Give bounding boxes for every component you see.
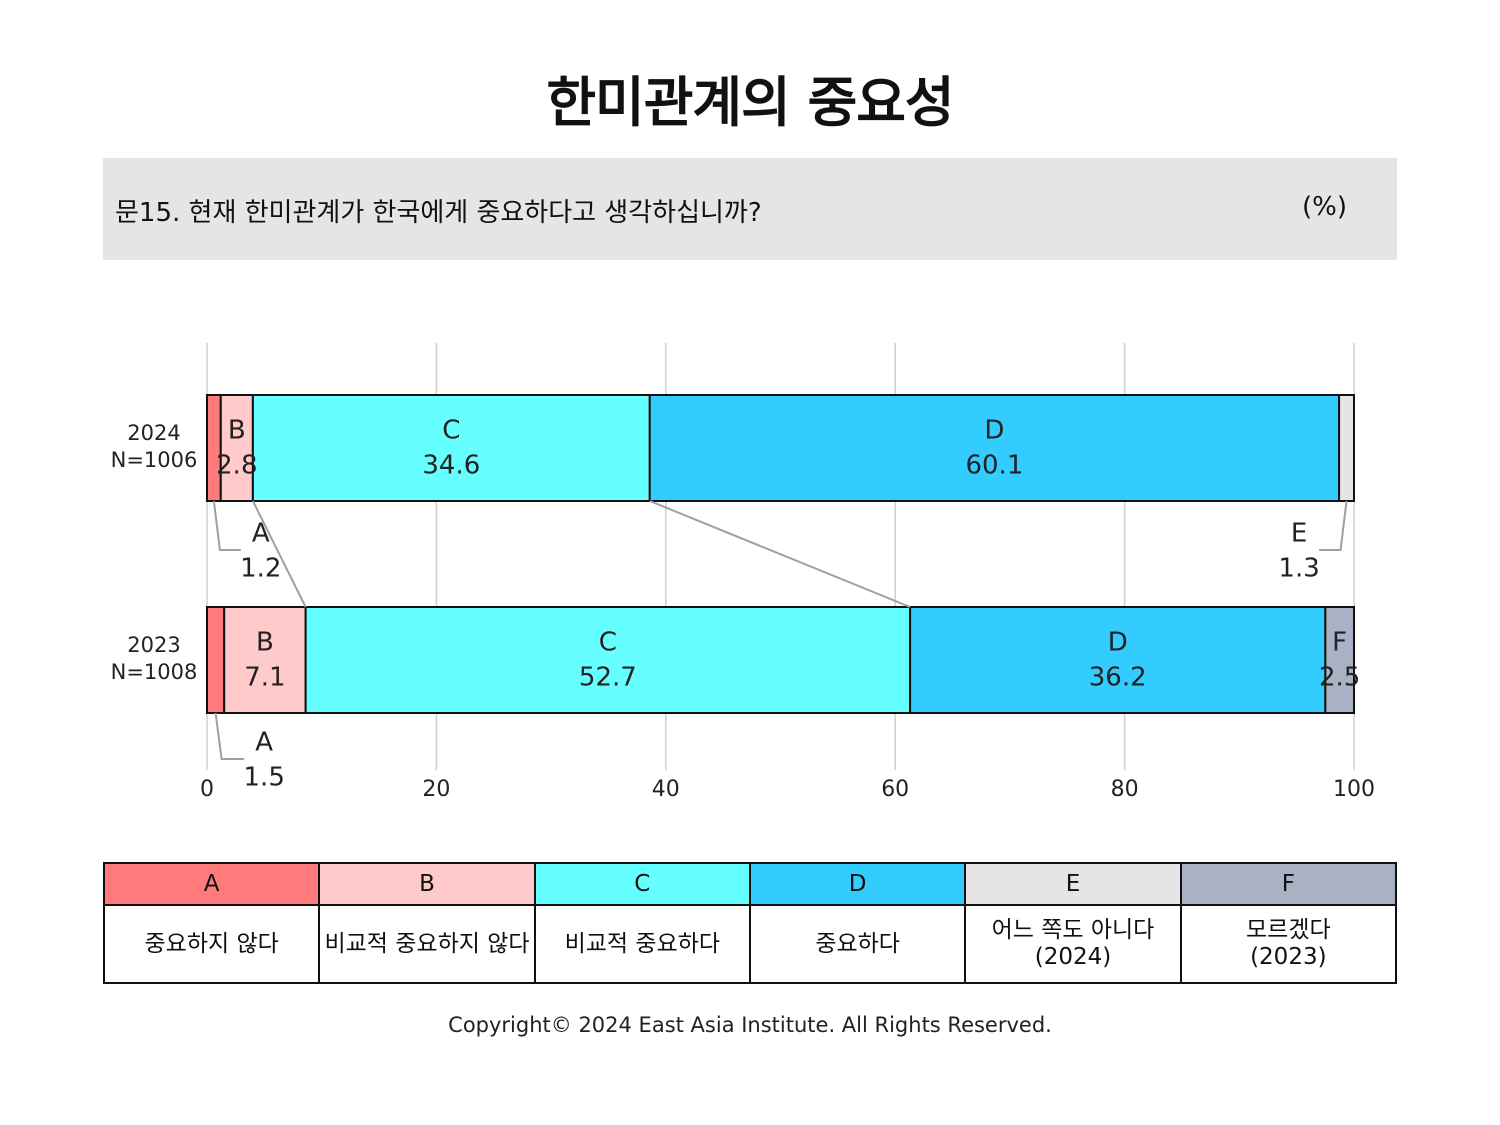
x-tick-label: 100 [1333, 777, 1375, 802]
bar-segment-A [206, 394, 222, 502]
segment-key-label: C [442, 416, 460, 446]
x-tick-label: 60 [881, 777, 909, 802]
connector-line [649, 500, 911, 608]
question-box: 문15. 현재 한미관계가 한국에게 중요하다고 생각하십니까? (%) [103, 158, 1397, 260]
segment-key-label: A [255, 728, 273, 758]
legend-key-A: A [102, 862, 321, 906]
bar-segment-A [206, 606, 226, 714]
legend-key-F: F [1179, 862, 1398, 906]
segment-key-label: F [1332, 628, 1347, 658]
x-tick-label: 80 [1111, 777, 1139, 802]
x-tick-label: 40 [652, 777, 680, 802]
bar-segment-B [223, 606, 307, 714]
bar-segment-D [909, 606, 1327, 714]
data-label: 1.3 [1278, 554, 1319, 584]
segment-key-label: D [1108, 628, 1128, 658]
legend-label-row: 중요하지 않다 비교적 중요하지 않다 비교적 중요하다 중요하다 어느 쪽도 아니다 … [102, 904, 1398, 984]
connector-line [251, 500, 307, 608]
legend-label-B: 비교적 중요하지 않다 [318, 904, 536, 984]
bar-segment-C [251, 394, 651, 502]
x-tick-label: 20 [422, 777, 450, 802]
label-leader-line [212, 500, 241, 551]
label-leader-line [1319, 500, 1348, 551]
row-label-n: N=1008 [111, 660, 198, 684]
legend-label-E: 어느 쪽도 아니다 (2024) [964, 904, 1182, 984]
data-label: 2.8 [216, 451, 257, 481]
row-label-n: N=1006 [111, 448, 198, 472]
data-label: 60.1 [965, 451, 1023, 481]
unit-label: (%) [1302, 192, 1347, 222]
data-label: 1.5 [244, 763, 285, 793]
stacked-bar-chart: 0 20 40 60 80 100 2024 N=1006 2023 N=1008 A 1.2 B 2.8… [111, 343, 1375, 802]
data-label: 34.6 [422, 451, 480, 481]
legend-key-D: D [748, 862, 967, 906]
bar-segment-D [648, 394, 1341, 502]
data-label: 7.1 [244, 663, 285, 693]
label-leader-line [214, 712, 245, 760]
segment-key-label: B [228, 416, 246, 446]
copyright: Copyright© 2024 East Asia Institute. All… [448, 1013, 1052, 1037]
segment-key-label: B [256, 628, 274, 658]
question-text: 문15. 현재 한미관계가 한국에게 중요하다고 생각하십니까? [115, 198, 762, 228]
legend-key-E: E [964, 862, 1182, 906]
row-label-year: 2024 [127, 421, 180, 445]
bar-segment-B [219, 394, 254, 502]
legend-key-C: C [533, 862, 751, 906]
row-label-year: 2023 [127, 633, 180, 657]
data-label: 36.2 [1089, 663, 1147, 693]
bar-segment-C [304, 606, 912, 714]
segment-key-label: E [1291, 519, 1307, 549]
legend-label-C: 비교적 중요하다 [533, 904, 751, 984]
legend-key-B: B [318, 862, 536, 906]
chart-title: 한미관계의 중요성 [546, 71, 954, 134]
x-tick-label: 0 [200, 777, 214, 802]
bar-segment-E [1338, 394, 1355, 502]
data-label: 52.7 [579, 663, 637, 693]
segment-key-label: C [599, 628, 617, 658]
segment-key-label: A [252, 519, 270, 549]
segment-key-label: D [984, 416, 1004, 446]
legend-label-F: 모르겠다 (2023) [1179, 904, 1398, 984]
legend-label-A: 중요하지 않다 [102, 904, 321, 984]
legend-label-D: 중요하다 [748, 904, 967, 984]
bar-segment-F [1324, 606, 1355, 714]
data-label: 2.5 [1319, 663, 1360, 693]
data-label: 1.2 [240, 554, 281, 584]
